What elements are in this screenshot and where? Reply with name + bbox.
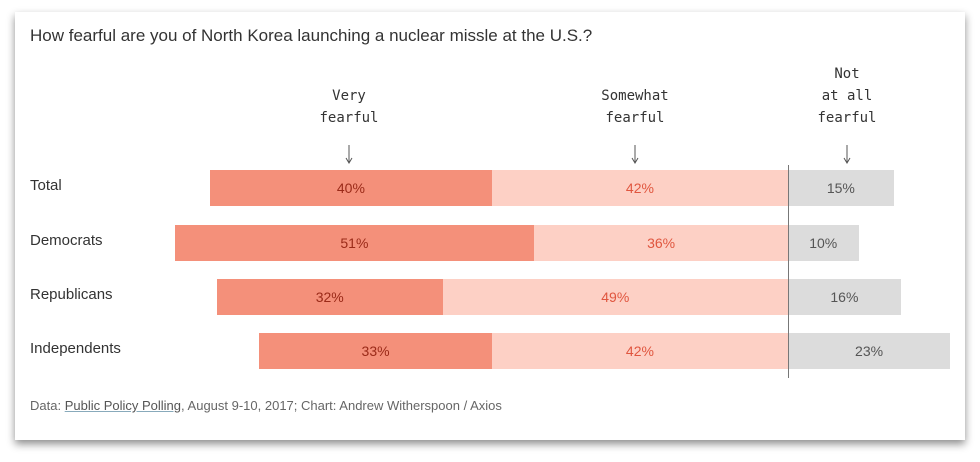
data-label: 16%: [830, 289, 859, 305]
bar-segment: 10%: [788, 225, 859, 261]
source-suffix: , August 9-10, 2017; Chart: Andrew Withe…: [181, 398, 502, 413]
data-label: 32%: [315, 289, 344, 305]
series-header-line: Somewhat: [601, 88, 669, 104]
series-header-line: fearful: [319, 110, 379, 126]
bar-segment: 33%: [259, 333, 492, 369]
chart-title: How fearful are you of North Korea launc…: [30, 26, 593, 45]
data-label: 42%: [625, 180, 654, 196]
series-header-line: fearful: [817, 110, 877, 126]
series-header: Somewhat fearful: [565, 85, 705, 129]
series-header-line: Not: [834, 66, 860, 82]
bar-segment: 40%: [209, 170, 492, 206]
series-header: Not at all fearful: [777, 63, 917, 129]
bar-segment: 51%: [174, 225, 535, 261]
bar-segment: 16%: [788, 279, 901, 315]
data-label: 23%: [855, 343, 884, 359]
bar-segment: 42%: [491, 170, 788, 206]
down-arrow-icon: [345, 145, 353, 164]
data-label: 33%: [361, 343, 390, 359]
bar-segment: 42%: [491, 333, 788, 369]
bar-segment: 32%: [216, 279, 443, 315]
source-link[interactable]: Public Policy Polling: [64, 398, 182, 413]
bar-segment: 23%: [788, 333, 951, 369]
down-arrow-icon: [631, 145, 639, 164]
category-label: Total: [30, 177, 62, 194]
source-note: Data: Public Policy Polling, August 9-10…: [30, 398, 502, 413]
data-label: 15%: [826, 180, 855, 196]
data-label: 10%: [809, 235, 838, 251]
down-arrow-icon: [843, 145, 851, 164]
data-label: 42%: [625, 343, 654, 359]
category-label: Independents: [30, 340, 121, 357]
bar-segment: 15%: [788, 170, 894, 206]
series-header-line: fearful: [605, 110, 665, 126]
bar-segment: 36%: [534, 225, 788, 261]
data-label: 40%: [336, 180, 365, 196]
series-header-line: at all: [821, 88, 873, 104]
category-label: Democrats: [30, 232, 103, 249]
divider-line: [788, 165, 789, 378]
bar-segment: 49%: [442, 279, 788, 315]
data-label: 51%: [340, 235, 369, 251]
data-label: 49%: [601, 289, 630, 305]
series-header: Very fearful: [279, 85, 419, 129]
data-label: 36%: [647, 235, 676, 251]
source-prefix: Data:: [30, 398, 65, 413]
series-header-line: Very: [332, 88, 366, 104]
category-label: Republicans: [30, 286, 113, 303]
